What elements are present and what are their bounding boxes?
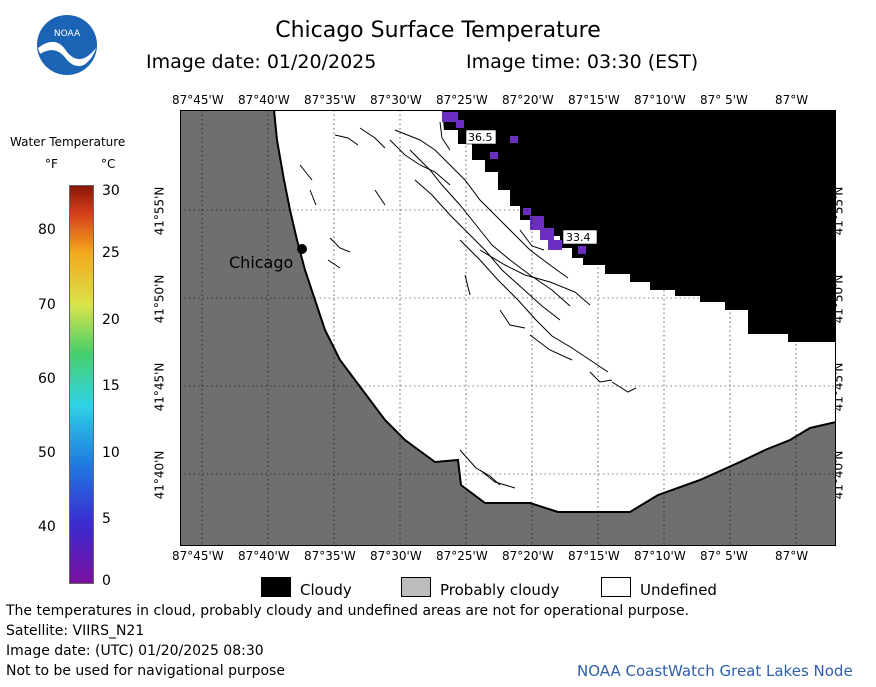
temp-label-box bbox=[562, 229, 598, 245]
footer-nav-warning: Not to be used for navigational purpose bbox=[6, 663, 285, 679]
tick-c: 0 bbox=[102, 573, 111, 589]
tick-f: 40 bbox=[38, 519, 56, 535]
footer-utc-date: Image date: (UTC) 01/20/2025 08:30 bbox=[6, 643, 264, 659]
lon-label-top: 87°15'W bbox=[568, 93, 620, 107]
lat-label-left: 41°40'N bbox=[152, 450, 167, 500]
footer-note: The temperatures in cloud, probably clou… bbox=[6, 603, 690, 619]
image-date: Image date: 01/20/2025 bbox=[146, 51, 377, 73]
tick-c: 25 bbox=[102, 245, 120, 261]
lon-label-top: 87°25'W bbox=[436, 93, 488, 107]
colorbar-title: Water Temperature bbox=[10, 135, 126, 149]
chicago-marker bbox=[297, 244, 307, 254]
temp-label: 33.4 bbox=[566, 231, 591, 244]
cloud-area bbox=[442, 110, 836, 342]
city-label: Chicago bbox=[229, 253, 294, 272]
temperature-contours bbox=[299, 121, 637, 489]
lon-label-top: 87°W bbox=[775, 93, 809, 107]
lat-label-left: 41°45'N bbox=[152, 362, 167, 412]
logo-text: NOAA bbox=[54, 29, 81, 39]
cold-water-pixels bbox=[442, 112, 586, 254]
legend-cloudy-swatch bbox=[261, 577, 291, 597]
legend-cloudy-label: Cloudy bbox=[300, 581, 352, 599]
noaa-logo: NOAA bbox=[37, 15, 97, 75]
lon-label-top: 87°10'W bbox=[634, 93, 686, 107]
tick-c: 30 bbox=[102, 183, 120, 199]
lon-label-bottom: 87°40'W bbox=[238, 549, 290, 563]
lon-label-top: 87°35'W bbox=[304, 93, 356, 107]
lon-label-top: 87°40'W bbox=[238, 93, 290, 107]
tick-c: 5 bbox=[102, 511, 111, 527]
lon-label-top: 87°45'W bbox=[172, 93, 224, 107]
lon-label-bottom: 87°25'W bbox=[436, 549, 488, 563]
tick-f: 80 bbox=[38, 222, 56, 238]
lon-label-top: 87°20'W bbox=[502, 93, 554, 107]
legend-undefined-label: Undefined bbox=[640, 581, 717, 599]
lon-label-bottom: 87° 5'W bbox=[700, 549, 748, 563]
lat-label-left: 41°55'N bbox=[152, 186, 167, 236]
lat-label-left: 41°50'N bbox=[152, 274, 167, 324]
graticule bbox=[180, 110, 836, 546]
unit-fahrenheit: °F bbox=[45, 157, 58, 171]
lon-label-bottom: 87°20'W bbox=[502, 549, 554, 563]
footer-satellite: Satellite: VIIRS_N21 bbox=[6, 623, 145, 639]
legend-probably-cloudy-label: Probably cloudy bbox=[440, 581, 560, 599]
page-title: Chicago Surface Temperature bbox=[275, 18, 601, 43]
lon-label-bottom: 87°W bbox=[775, 549, 809, 563]
lon-label-bottom: 87°10'W bbox=[634, 549, 686, 563]
lon-label-top: 87°30'W bbox=[370, 93, 422, 107]
lon-label-bottom: 87°35'W bbox=[304, 549, 356, 563]
tick-f: 60 bbox=[38, 371, 56, 387]
lon-label-bottom: 87°15'W bbox=[568, 549, 620, 563]
legend-undefined-swatch bbox=[601, 577, 631, 597]
lon-label-top: 87° 5'W bbox=[700, 93, 748, 107]
map-frame bbox=[180, 110, 836, 546]
logo-wave-inner bbox=[40, 50, 94, 72]
temperature-map: 36.5 33.4 bbox=[180, 110, 836, 546]
land-area bbox=[180, 110, 836, 546]
temp-label-box bbox=[465, 129, 497, 145]
colorbar bbox=[69, 185, 94, 584]
tick-f: 70 bbox=[38, 297, 56, 313]
tick-c: 15 bbox=[102, 378, 120, 394]
tick-c: 10 bbox=[102, 445, 120, 461]
lon-label-bottom: 87°45'W bbox=[172, 549, 224, 563]
tick-c: 20 bbox=[102, 312, 120, 328]
footer-credit: NOAA CoastWatch Great Lakes Node bbox=[577, 662, 853, 680]
legend-probably-cloudy-swatch bbox=[401, 577, 431, 597]
temp-label: 36.5 bbox=[468, 131, 493, 144]
lon-label-bottom: 87°30'W bbox=[370, 549, 422, 563]
unit-celsius: °C bbox=[101, 157, 116, 171]
image-time: Image time: 03:30 (EST) bbox=[466, 51, 699, 73]
tick-f: 50 bbox=[38, 445, 56, 461]
